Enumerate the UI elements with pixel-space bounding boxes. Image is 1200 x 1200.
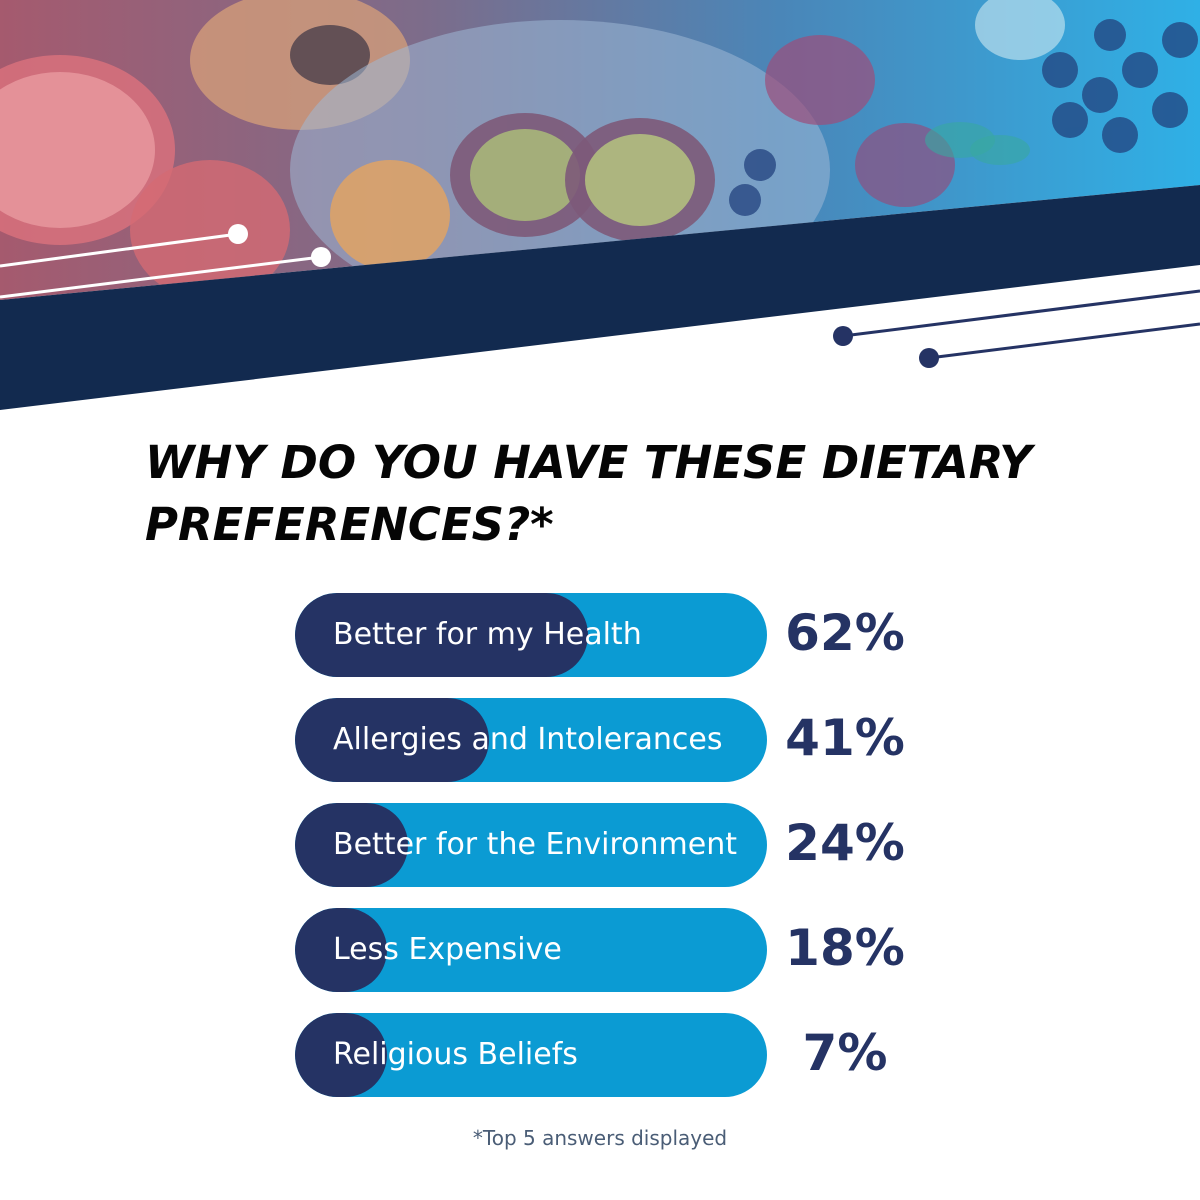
bar-value-label: 41% [785,709,905,767]
bar-track: Less Expensive [295,908,767,992]
bar-label: Better for the Environment [333,827,738,862]
bar-track: Better for the Environment [295,803,767,887]
decor-lines-left [0,224,331,299]
bar-label: Better for my Health [333,617,642,652]
chart-title: WHY DO YOU HAVE THESE DIETARY PREFERENCE… [145,436,1032,551]
bar-value-label: 18% [785,919,905,977]
header-banner [0,0,1200,420]
bar-label: Less Expensive [333,932,562,967]
bar-fill [295,803,409,887]
bar-fill [295,1013,387,1097]
footnote: *Top 5 answers displayed [472,1126,728,1150]
bar-value-label: 7% [802,1024,888,1082]
diagonal-band [0,185,1200,410]
bar-value-label: 62% [785,604,905,662]
bar-label: Religious Beliefs [333,1037,578,1072]
bar-track: Allergies and Intolerances [295,698,767,782]
fruit-photo-banner [0,0,1200,410]
bar-fill [295,698,489,782]
bar-value-label: 24% [785,814,905,872]
decor-lines-right [833,289,1200,368]
bar-fill [295,593,588,677]
bar-track: Religious Beliefs [295,1013,767,1097]
bar-fill [295,908,387,992]
bar-label: Allergies and Intolerances [333,722,723,757]
bar-track: Better for my Health [295,593,767,677]
